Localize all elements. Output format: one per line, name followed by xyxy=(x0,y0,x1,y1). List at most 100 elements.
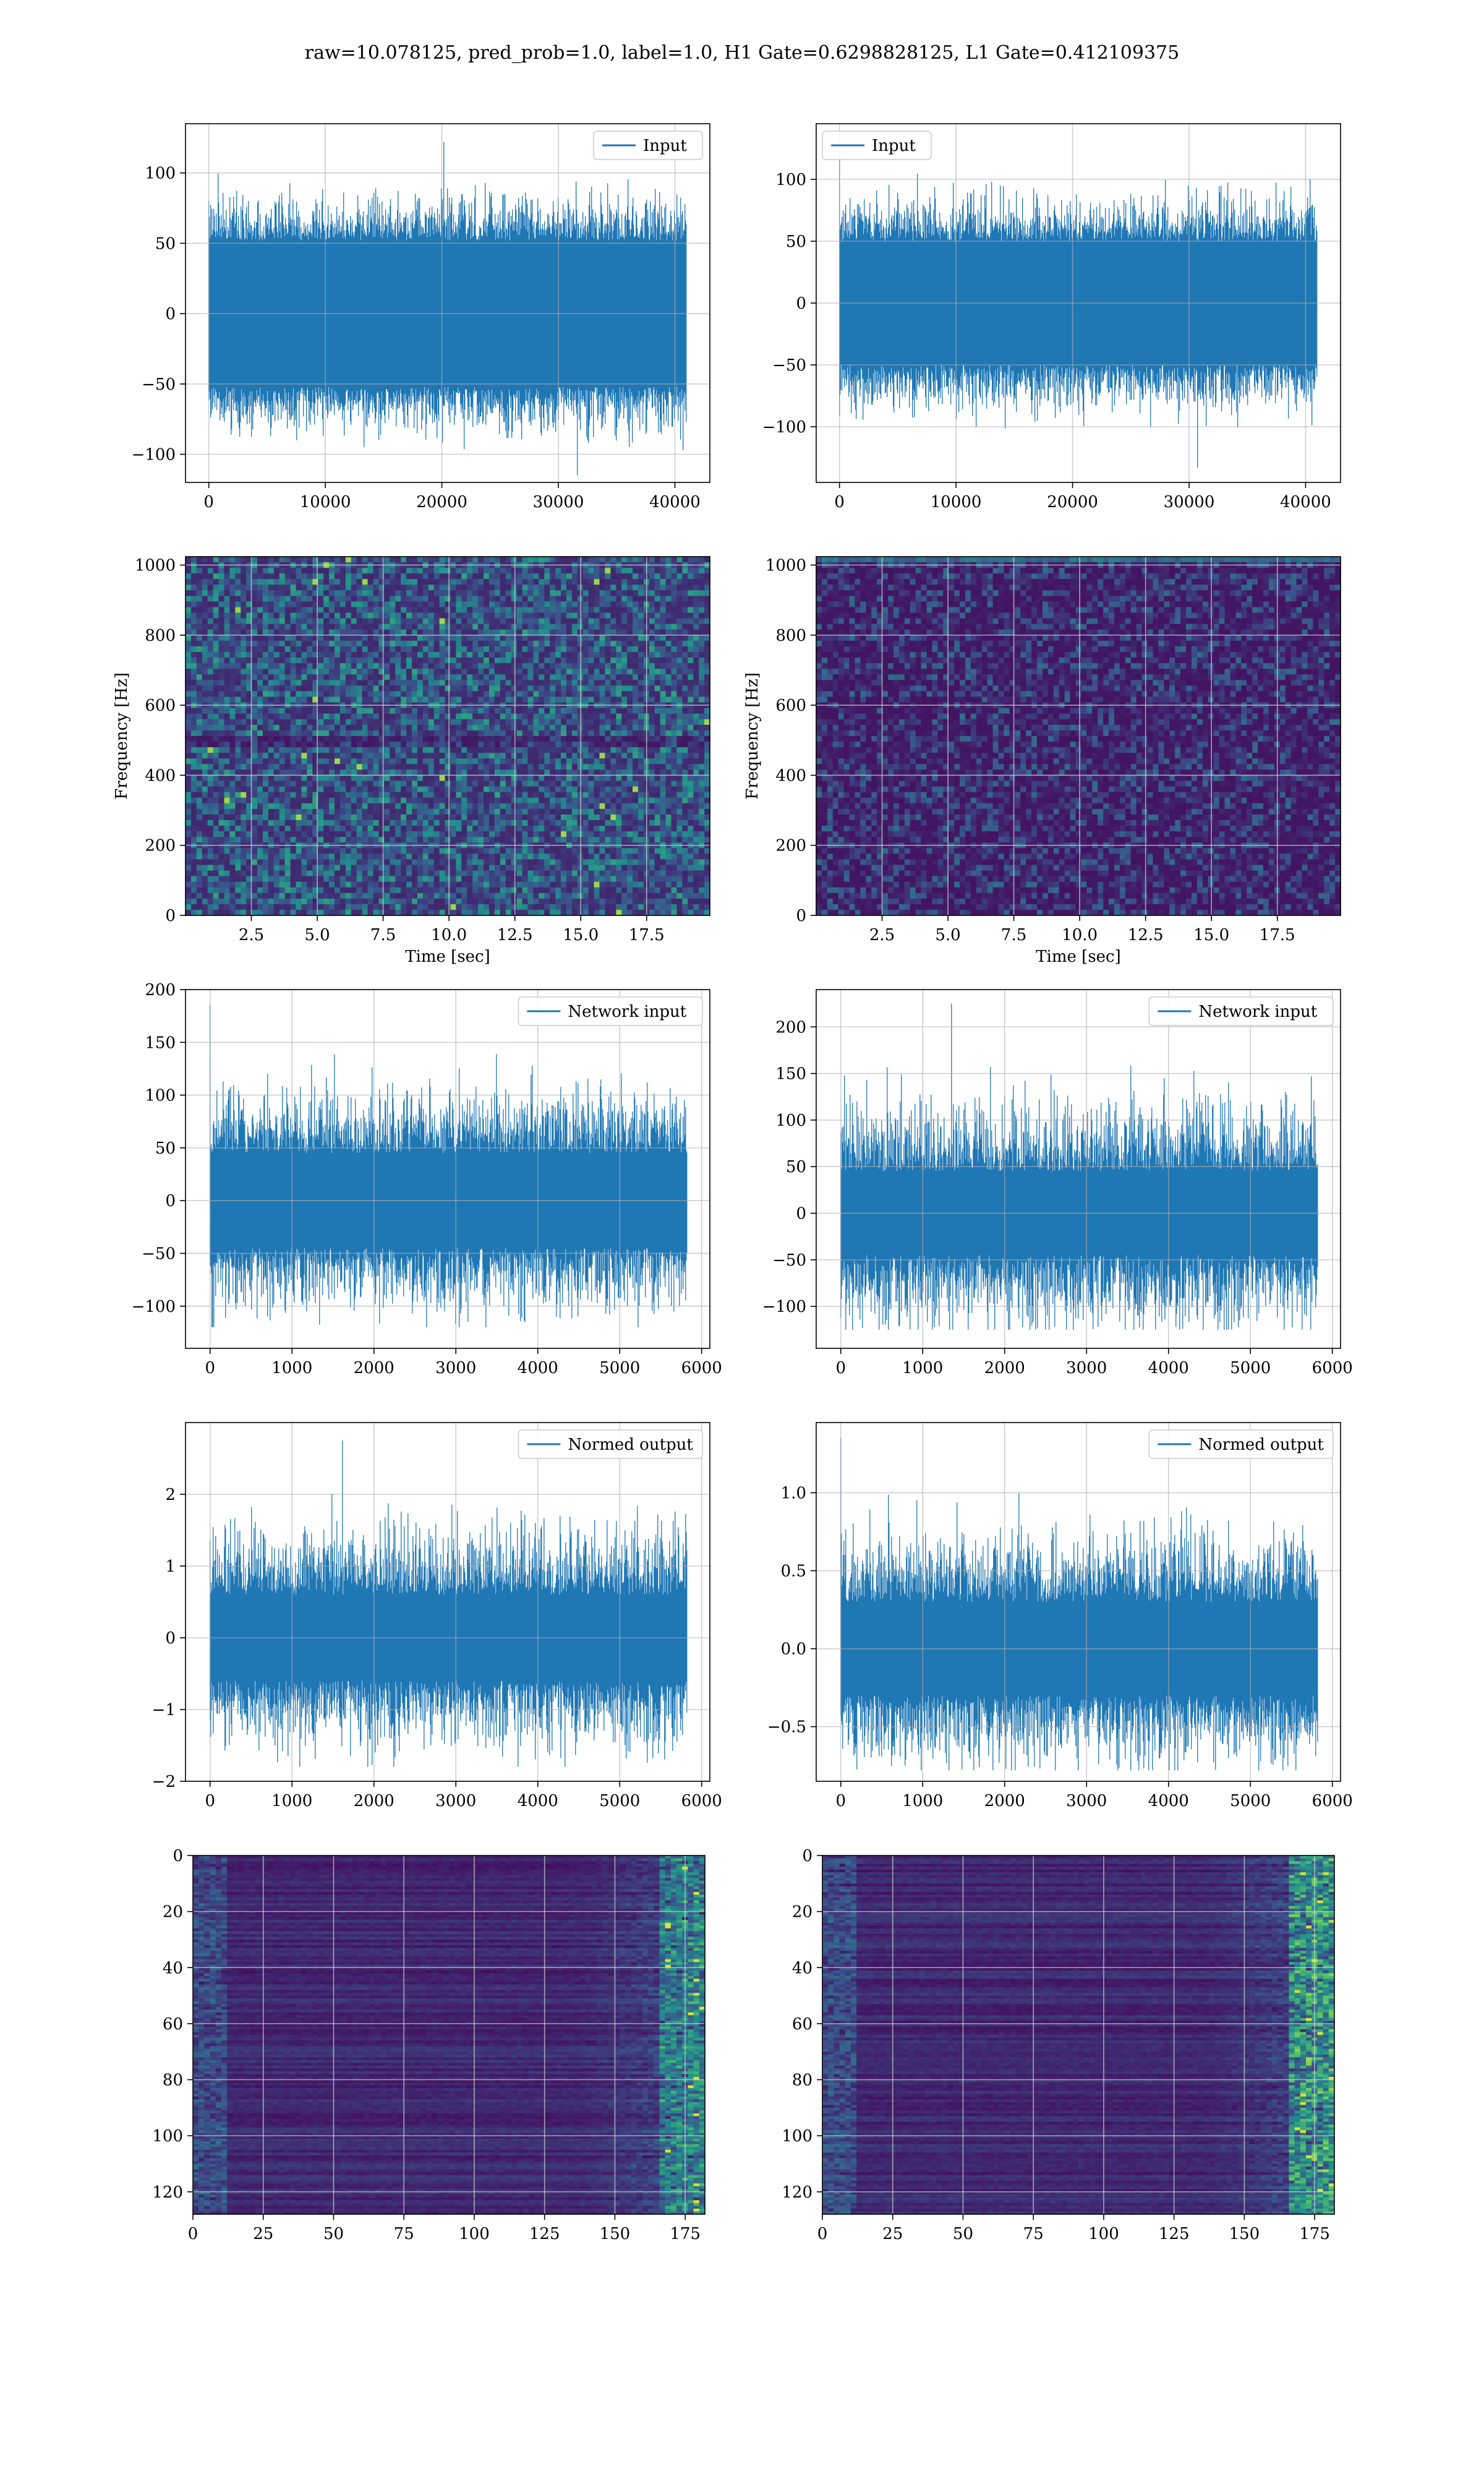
heatmap-cell xyxy=(527,669,534,675)
heatmap-cell xyxy=(339,713,346,720)
heatmap-cell xyxy=(362,696,369,703)
heatmap-cell xyxy=(290,758,297,764)
heatmap-cell xyxy=(406,607,412,614)
heatmap-cell xyxy=(186,781,192,787)
heatmap-cell xyxy=(384,685,390,692)
heatmap-cell xyxy=(406,652,412,658)
heatmap-cell xyxy=(186,646,192,653)
heatmap-cell xyxy=(439,579,446,585)
heatmap-cell xyxy=(671,607,678,614)
heatmap-cell xyxy=(196,674,203,680)
heatmap-cell xyxy=(323,579,330,585)
heatmap-cell xyxy=(356,674,363,680)
heatmap-cell xyxy=(461,601,467,608)
heatmap-cell xyxy=(500,573,506,580)
heatmap-cell xyxy=(345,557,352,563)
heatmap-cell xyxy=(688,831,694,837)
heatmap-cell xyxy=(688,612,694,619)
heatmap-cell xyxy=(323,618,330,625)
heatmap-cell xyxy=(588,719,595,726)
heatmap-cell xyxy=(616,831,622,837)
heatmap-cell xyxy=(284,786,291,793)
heatmap-cell xyxy=(671,612,678,619)
heatmap-cell xyxy=(296,652,302,658)
heatmap-cell xyxy=(484,669,490,675)
heatmap-cell xyxy=(488,786,495,793)
heatmap-cell xyxy=(252,758,258,764)
heatmap-cell xyxy=(676,764,683,770)
heatmap-cell xyxy=(411,691,418,698)
heatmap-cell xyxy=(411,769,418,776)
heatmap-cell xyxy=(544,775,550,782)
heatmap-cell xyxy=(450,747,456,753)
heatmap-cell xyxy=(649,691,655,698)
heatmap-cell xyxy=(279,646,286,653)
heatmap-cell xyxy=(649,753,655,759)
heatmap-cell xyxy=(417,607,424,614)
heatmap-cell xyxy=(257,579,263,585)
heatmap-cell xyxy=(484,623,490,630)
heatmap-cell xyxy=(704,764,710,770)
heatmap-cell xyxy=(539,557,545,563)
heatmap-cell xyxy=(268,652,275,658)
heatmap-cell xyxy=(307,623,313,630)
heatmap-cell xyxy=(555,764,561,770)
heatmap-cell xyxy=(544,797,550,804)
heatmap-cell xyxy=(488,601,495,608)
heatmap-cell xyxy=(362,618,369,625)
heatmap-cell xyxy=(660,730,667,737)
heatmap-cell xyxy=(682,719,688,726)
heatmap-cell xyxy=(202,674,208,680)
heatmap-cell xyxy=(279,669,286,675)
heatmap-cell xyxy=(616,781,622,787)
heatmap-cell xyxy=(207,635,214,641)
heatmap-cell xyxy=(224,724,231,731)
heatmap-cell xyxy=(494,685,501,692)
heatmap-cell xyxy=(484,724,490,731)
heatmap-cell xyxy=(566,736,573,742)
heatmap-cell xyxy=(339,663,346,669)
heatmap-cell xyxy=(401,713,407,720)
heatmap-cell xyxy=(224,618,231,625)
heatmap-cell xyxy=(202,691,208,698)
heatmap-cell xyxy=(693,792,699,798)
heatmap-cell xyxy=(296,674,302,680)
heatmap-cell xyxy=(599,596,605,602)
heatmap-cell xyxy=(478,618,484,625)
heatmap-cell xyxy=(284,742,291,748)
heatmap-cell xyxy=(417,758,424,764)
heatmap-cell xyxy=(241,808,247,815)
heatmap-cell xyxy=(307,775,313,782)
heatmap-cell xyxy=(401,826,407,832)
heatmap-cell xyxy=(478,579,484,585)
heatmap-cell xyxy=(704,747,710,753)
heatmap-cell xyxy=(296,635,302,641)
heatmap-cell xyxy=(638,629,644,636)
heatmap-cell xyxy=(273,831,280,837)
heatmap-cell xyxy=(378,808,385,815)
heatmap-cell xyxy=(633,808,639,815)
heatmap-cell xyxy=(621,837,628,843)
heatmap-cell xyxy=(539,769,545,776)
heatmap-cell xyxy=(351,713,357,720)
heatmap-cell xyxy=(318,579,324,585)
heatmap-cell xyxy=(571,657,578,664)
heatmap-cell xyxy=(406,775,412,782)
heatmap-cell xyxy=(252,730,258,737)
heatmap-cell xyxy=(229,557,236,563)
heatmap-cell xyxy=(688,826,694,832)
legend: Input xyxy=(593,131,703,160)
heatmap-cell xyxy=(605,674,611,680)
heatmap-cell xyxy=(594,724,600,731)
heatmap-cell xyxy=(186,814,192,821)
heatmap-cell xyxy=(224,612,231,619)
heatmap-cell xyxy=(390,826,396,832)
heatmap-cell xyxy=(665,808,672,815)
heatmap-cell xyxy=(351,596,357,602)
heatmap-cell xyxy=(522,663,529,669)
heatmap-cell xyxy=(450,792,456,798)
heatmap-cell xyxy=(428,758,435,764)
heatmap-cell xyxy=(207,837,214,843)
heatmap-cell xyxy=(218,663,225,669)
heatmap-cell xyxy=(571,769,578,776)
